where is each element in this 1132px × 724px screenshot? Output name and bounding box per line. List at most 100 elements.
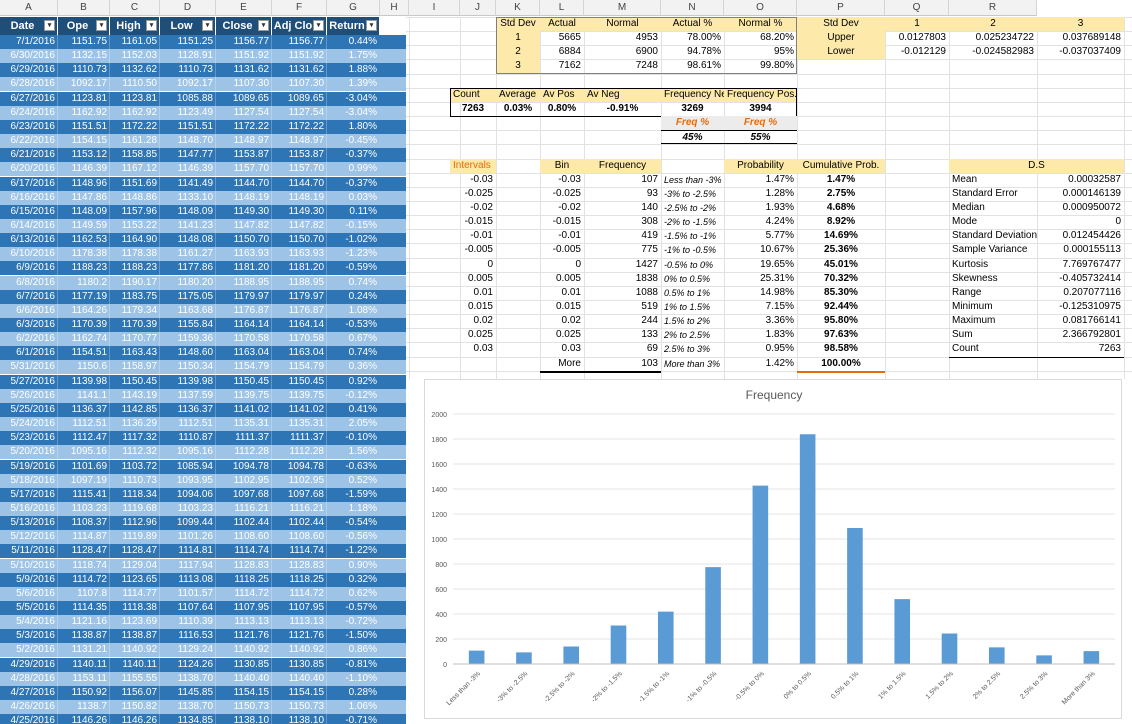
table-cell[interactable]: 1095.16 (70, 446, 107, 457)
table-cell[interactable]: 1097.19 (70, 475, 107, 486)
table-cell[interactable]: 1132.62 (121, 64, 157, 75)
table-cell[interactable]: 1.80% (348, 121, 377, 132)
table-cell[interactable]: 1107.30 (233, 78, 269, 89)
table-cell[interactable]: -1.59% (345, 489, 377, 500)
bounds-cell[interactable]: -0.024582983 (972, 46, 1034, 57)
table-cell[interactable]: 1146.26 (121, 715, 157, 724)
column-filter-header[interactable]: Adj Clo ▾ (272, 17, 327, 35)
table-row[interactable]: 6/23/2016 1151.51 1172.22 1151.51 1172.22 117… (0, 120, 406, 134)
counts-header[interactable]: Frequency Ne (661, 88, 724, 102)
table-row[interactable]: 6/29/2016 1110.73 1132.62 1110.73 1131.62 113… (0, 63, 406, 77)
bins-cell[interactable]: 107 (641, 174, 658, 185)
table-cell[interactable]: 1143.19 (121, 390, 157, 401)
table-row[interactable]: 6/7/2016 1177.19 1183.75 1175.05 1179.97 1179… (0, 290, 406, 304)
table-row[interactable]: 4/26/2016 1138.7 1150.82 1138.70 1150.73 1150… (0, 700, 406, 714)
stddev-header[interactable]: Std Dev (496, 17, 540, 31)
table-row[interactable]: 5/9/2016 1114.72 1123.65 1113.08 1118.25 1118… (0, 573, 406, 587)
table-row[interactable]: 5/26/2016 1141.1 1143.19 1137.59 1139.75 1139… (0, 389, 406, 403)
table-cell[interactable]: 1102.95 (233, 475, 269, 486)
bins-header[interactable]: Probability (724, 159, 797, 173)
table-cell[interactable]: 1148.09 (71, 206, 107, 217)
bins-cell[interactable]: 7.15% (765, 301, 794, 312)
bounds-header[interactable]: 2 (949, 17, 1037, 31)
ds-label[interactable]: Count (952, 343, 979, 354)
table-cell[interactable]: -0.63% (345, 461, 377, 472)
table-cell[interactable]: 1094.78 (232, 461, 269, 472)
interval-value[interactable]: 0.005 (467, 273, 493, 284)
table-cell[interactable]: 5/4/2016 (16, 616, 55, 627)
table-cell[interactable]: 1093.95 (176, 475, 213, 486)
table-cell[interactable]: 1146.26 (71, 715, 107, 724)
table-cell[interactable]: 1147.86 (71, 192, 107, 203)
table-cell[interactable]: 0.62% (348, 588, 377, 599)
stddev-cell[interactable]: 1 (496, 31, 540, 45)
counts-header[interactable]: Frequency Pos. (724, 88, 797, 102)
table-row[interactable]: 4/27/2016 1150.92 1156.07 1145.85 1154.15 115… (0, 686, 406, 700)
bins-cell[interactable]: 775 (641, 244, 658, 255)
bins-cell[interactable]: 97.63% (824, 329, 858, 340)
table-cell[interactable]: 1157.70 (288, 163, 324, 174)
table-cell[interactable]: 4/28/2016 (10, 673, 56, 684)
bins-cell[interactable]: -0.02 (558, 202, 581, 213)
table-cell[interactable]: 5/13/2016 (10, 517, 56, 528)
table-cell[interactable]: 1112.96 (122, 517, 157, 528)
table-cell[interactable]: 1151.51 (71, 121, 107, 132)
table-cell[interactable]: 1163.68 (177, 305, 213, 316)
table-cell[interactable]: 5/5/2016 (16, 602, 55, 613)
table-cell[interactable]: 1164.14 (288, 319, 324, 330)
table-cell[interactable]: 1153.12 (71, 149, 107, 160)
table-cell[interactable]: 1131.62 (288, 64, 324, 75)
table-cell[interactable]: 6/10/2016 (10, 248, 56, 259)
table-cell[interactable]: 1102.44 (288, 517, 324, 528)
table-row[interactable]: 6/30/2016 1132.15 1152.03 1128.91 1151.92 115… (0, 49, 406, 63)
bins-cell[interactable]: More than 3% (664, 359, 721, 369)
table-cell[interactable]: -0.71% (345, 715, 377, 724)
table-cell[interactable]: 1.88% (348, 64, 377, 75)
table-cell[interactable]: 1131.21 (71, 644, 107, 655)
bins-cell[interactable]: 1.42% (765, 358, 794, 369)
table-cell[interactable]: 1123.69 (121, 616, 157, 627)
table-cell[interactable]: 6/23/2016 (10, 121, 56, 132)
table-cell[interactable]: 1114.74 (234, 545, 269, 556)
table-cell[interactable]: 1141.02 (233, 404, 269, 415)
bins-cell[interactable]: 69 (646, 343, 658, 354)
table-cell[interactable]: -1.02% (345, 234, 377, 245)
table-cell[interactable]: 1101.69 (71, 461, 107, 472)
table-cell[interactable]: 1149.30 (233, 206, 269, 217)
table-cell[interactable]: 1162.53 (71, 234, 107, 245)
table-cell[interactable]: 1141.02 (288, 404, 324, 415)
table-cell[interactable]: 1.08% (348, 305, 377, 316)
interval-value[interactable]: 0.015 (467, 301, 493, 312)
table-cell[interactable]: 1172.22 (288, 121, 324, 132)
table-cell[interactable]: 1114.72 (72, 574, 107, 585)
table-cell[interactable]: 1128.91 (177, 50, 213, 61)
bins-cell[interactable]: 95.80% (824, 315, 858, 326)
table-row[interactable]: 6/28/2016 1092.17 1110.50 1092.17 1107.30 110… (0, 77, 406, 91)
bounds-cell[interactable]: 0.037689148 (1062, 32, 1121, 43)
bins-cell[interactable]: 1.28% (765, 188, 794, 199)
bins-cell[interactable]: 93 (646, 188, 658, 199)
stddev-cell[interactable]: 94.78% (687, 46, 721, 57)
table-cell[interactable]: 5/10/2016 (10, 560, 56, 571)
table-cell[interactable]: 1123.81 (121, 93, 157, 104)
table-cell[interactable]: 1097.68 (232, 489, 269, 500)
bins-cell[interactable]: 4.68% (826, 202, 856, 213)
table-row[interactable]: 5/2/2016 1131.21 1140.92 1129.24 1140.92 1140… (0, 643, 406, 657)
table-cell[interactable]: 1111.37 (235, 432, 269, 443)
bins-cell[interactable]: 0.95% (765, 343, 794, 354)
table-cell[interactable]: 1164.26 (71, 305, 107, 316)
table-cell[interactable]: 1112.51 (72, 418, 107, 429)
table-cell[interactable]: 1107.64 (177, 602, 213, 613)
table-cell[interactable]: 1188.95 (233, 277, 269, 288)
table-row[interactable]: 5/23/2016 1112.47 1117.32 1110.87 1111.37 111… (0, 431, 406, 445)
table-row[interactable]: 5/25/2016 1136.37 1142.85 1136.37 1141.02 114… (0, 403, 406, 417)
table-row[interactable]: 6/21/2016 1153.12 1158.85 1147.77 1153.87 115… (0, 148, 406, 162)
table-cell[interactable]: -0.81% (345, 659, 377, 670)
column-header-g[interactable]: G (327, 0, 380, 16)
table-cell[interactable]: 1164.90 (121, 234, 157, 245)
table-cell[interactable]: 1108.60 (288, 531, 324, 542)
ds-value[interactable]: -0.125310975 (1059, 301, 1121, 312)
stddev-cell[interactable]: 99.80% (760, 60, 794, 71)
table-cell[interactable]: 1150.45 (233, 376, 269, 387)
table-cell[interactable]: 1146.39 (71, 163, 107, 174)
